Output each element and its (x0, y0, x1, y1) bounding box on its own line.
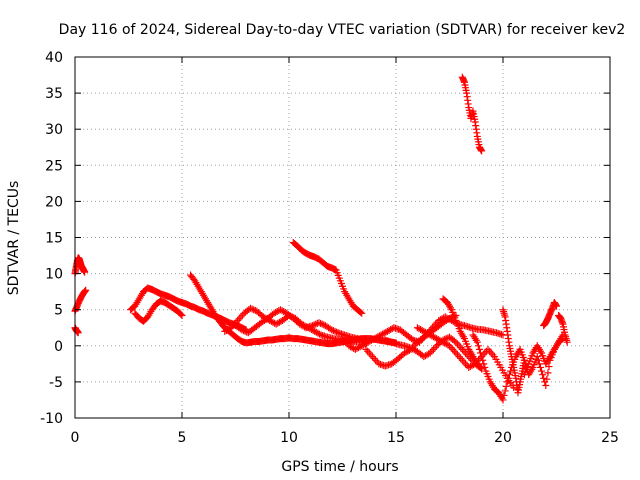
data-point (533, 353, 541, 361)
data-point (477, 349, 485, 357)
series-s19 (555, 311, 571, 346)
data-point (544, 369, 552, 377)
grid (75, 57, 610, 418)
data-point (248, 305, 256, 313)
data-point (331, 327, 339, 335)
data-points (71, 73, 571, 404)
data-point (539, 371, 547, 379)
data-point (357, 308, 365, 316)
data-point (504, 374, 512, 382)
data-point (535, 360, 543, 368)
data-point (502, 382, 510, 390)
data-point (358, 309, 366, 317)
series-s16 (499, 306, 528, 397)
y-axis-label: SDTVAR / TECUs (6, 181, 22, 296)
data-point (503, 378, 511, 386)
data-point (250, 306, 258, 314)
data-point (450, 337, 458, 345)
data-point (558, 335, 566, 343)
data-point (553, 302, 560, 310)
data-point (478, 353, 486, 361)
y-tick-label: 30 (45, 122, 63, 138)
x-tick-label: 15 (387, 430, 405, 446)
y-tick-label: -5 (49, 375, 63, 391)
y-tick-label: 15 (45, 231, 63, 247)
data-point (238, 326, 246, 334)
data-point (473, 338, 481, 346)
data-point (520, 356, 528, 364)
data-point (328, 326, 336, 334)
data-point (74, 329, 82, 337)
x-tick-label: 10 (280, 430, 298, 446)
series-s9 (289, 239, 366, 317)
data-point (542, 382, 550, 390)
data-point (315, 330, 323, 338)
series-s3 (71, 286, 90, 315)
data-point (506, 367, 514, 375)
data-point (479, 356, 487, 364)
y-tick-label: -10 (40, 411, 63, 427)
y-tick-label: 5 (54, 303, 63, 319)
x-tick-label: 0 (71, 430, 80, 446)
data-point (310, 321, 318, 329)
data-point (177, 310, 185, 318)
data-point (534, 356, 542, 364)
series-s8 (232, 306, 368, 344)
data-point (478, 365, 486, 373)
data-point (312, 320, 320, 328)
data-point (178, 311, 186, 319)
data-point (480, 360, 488, 368)
data-point (538, 367, 546, 375)
data-point (499, 396, 507, 404)
data-point (318, 320, 326, 328)
series-s5 (131, 297, 186, 325)
data-point (501, 387, 509, 395)
data-point (246, 304, 254, 312)
ticks: 0 5 10 15 20 25 -10 -5 0 5 10 15 20 25 30 35 40 (40, 50, 619, 446)
data-point (543, 375, 551, 383)
series-s18 (540, 298, 560, 330)
data-point (315, 319, 323, 327)
y-tick-label: 0 (54, 339, 63, 355)
series-s2 (71, 254, 89, 278)
data-point (481, 363, 489, 371)
data-point (82, 286, 90, 294)
x-axis-label: GPS time / hours (281, 459, 398, 475)
series-s20 (458, 73, 486, 155)
y-tick-label: 40 (45, 50, 63, 66)
data-point (475, 345, 483, 353)
data-point (540, 374, 548, 382)
data-point (478, 147, 486, 155)
data-point (536, 363, 544, 371)
y-tick-label: 25 (45, 158, 63, 174)
series-s17 (520, 335, 567, 379)
data-point (474, 342, 482, 350)
series-s14 (439, 295, 486, 373)
data-point (317, 319, 325, 327)
chart-title: Day 116 of 2024, Sidereal Day-to-day VTE… (59, 22, 626, 38)
x-tick-label: 25 (601, 430, 619, 446)
data-point (563, 338, 571, 346)
y-tick-label: 20 (45, 194, 63, 210)
data-point (240, 327, 248, 335)
data-point (309, 322, 317, 330)
data-point (329, 327, 337, 335)
x-tick-label: 20 (494, 430, 512, 446)
y-tick-label: 10 (45, 267, 63, 283)
data-point (333, 328, 341, 336)
y-tick-label: 35 (45, 86, 63, 102)
data-point (500, 391, 508, 399)
data-point (505, 371, 513, 379)
x-tick-label: 5 (178, 430, 187, 446)
data-point (81, 268, 89, 276)
